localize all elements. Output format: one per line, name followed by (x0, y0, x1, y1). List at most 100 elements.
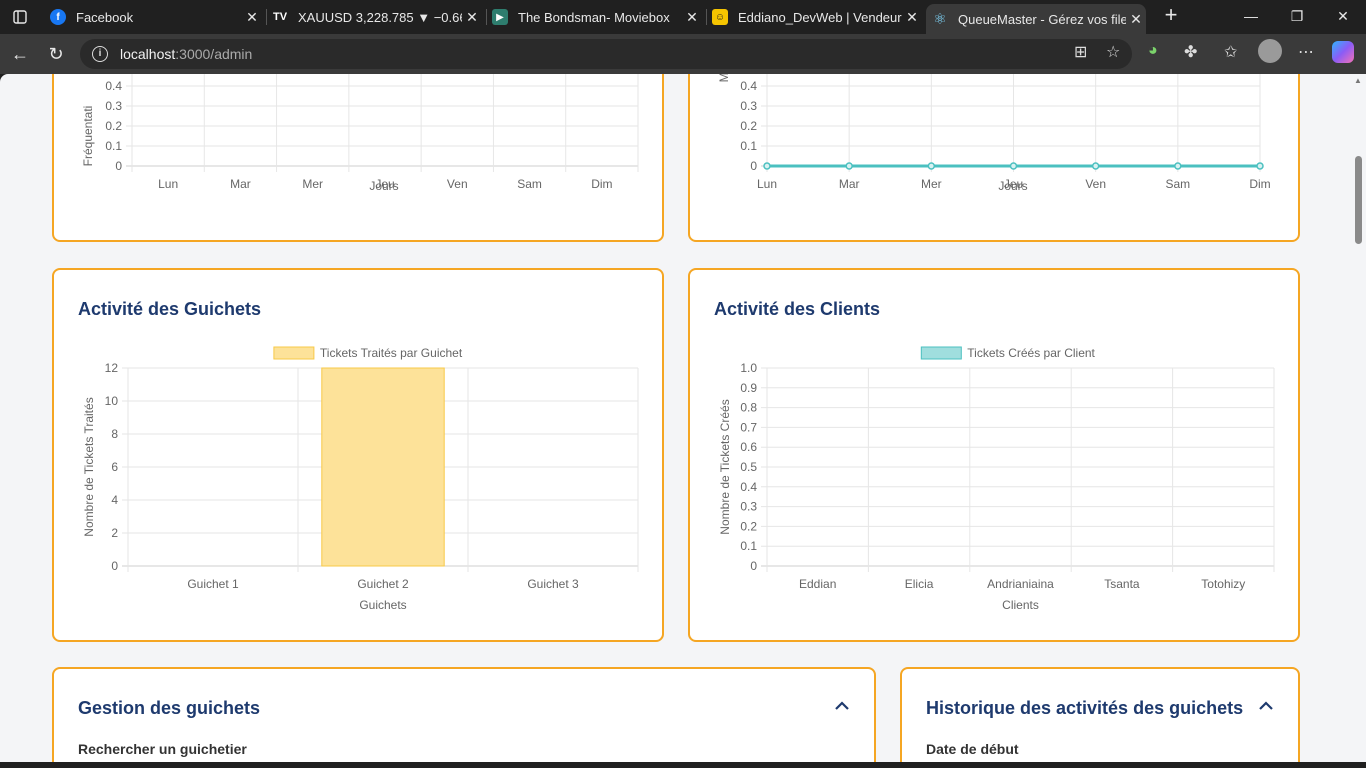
y-tick-label: 0.4 (105, 79, 122, 93)
x-tick-label: Andrianiaina (987, 577, 1054, 591)
new-tab-button[interactable]: + (1164, 2, 1178, 27)
card-title: Gestion des guichets (78, 698, 261, 718)
frequentation-chart-card: 0.4 0.3 0.2 0.1 0 Lun Mar Mer Jeu Ven Sam Dim Fréqu… (52, 74, 664, 242)
y-tick-label: 2 (111, 526, 118, 540)
y-tick-label: 6 (111, 460, 118, 474)
y-tick-label: 0 (750, 159, 757, 173)
close-icon[interactable]: ✕ (246, 8, 258, 25)
clients-activity-card: Activité des Clients Tickets Créés par C… (688, 268, 1300, 642)
page-scrollbar[interactable]: ▲ (1350, 74, 1366, 762)
tab-moviebox[interactable]: ▶ The Bondsman- Moviebox ✕ (492, 0, 702, 34)
more-menu-icon[interactable]: ⋯ (1298, 44, 1314, 61)
window-close-button[interactable]: ✕ (1337, 8, 1349, 24)
minutes-chart-card: 0.4 0.3 0.2 0.1 0 Lun Mar Mer Jeu Ven Sam Dim Mi Jo… (688, 74, 1300, 242)
moviebox-icon: ▶ (492, 9, 508, 25)
x-tick-label: Jeu (375, 177, 394, 191)
y-tick-label: 0 (111, 559, 118, 573)
tab-fiverr[interactable]: ☺ Eddiano_DevWeb | Vendeur su ✕ (712, 0, 922, 34)
data-point (1091, 162, 1100, 170)
frequentation-chart: 0.4 0.3 0.2 0.1 0 Lun Mar Mer Jeu Ven Sam Dim Fréqu… (81, 74, 639, 193)
maximize-button[interactable]: ❐ (1290, 8, 1304, 24)
app-available-icon[interactable]: ⊞ (1074, 44, 1088, 61)
tab-actions-icon[interactable] (0, 0, 40, 34)
y-tick-label: 0.1 (105, 139, 122, 153)
x-axis-label: Clients (1002, 598, 1039, 612)
y-tick-label: 0.2 (740, 119, 757, 133)
legend-swatch (920, 346, 962, 360)
data-point (845, 162, 853, 170)
favorite-star-icon[interactable]: ☆ (1106, 44, 1121, 61)
guichets-activity-card: Activité des Guichets Tickets Traités pa… (52, 268, 664, 642)
x-axis-label: Jours (369, 179, 398, 193)
close-icon[interactable]: ✕ (686, 8, 698, 25)
legend-swatch (273, 346, 315, 360)
tab-xauusd[interactable]: TV XAUUSD 3,228.785 ▼ −0.66% ✕ (272, 0, 482, 34)
tab-title: Facebook (76, 9, 134, 25)
clients-chart: Tickets Créés par Client 1.0 0.9 0.8 0.7 0.6 0… (718, 346, 1275, 612)
x-tick-label: Elicia (905, 577, 934, 591)
y-tick-label: 0.1 (740, 539, 757, 553)
close-icon[interactable]: ✕ (906, 8, 918, 25)
back-arrow-icon[interactable]: ← (11, 44, 29, 64)
scrollbar-thumb[interactable] (1355, 156, 1362, 244)
react-icon: ⚛ (933, 11, 947, 28)
y-axis-label: Nombre de Tickets Traités (82, 397, 96, 536)
tab-queuemaster[interactable]: ⚛ QueueMaster - Gérez vos files ✕ (926, 4, 1146, 34)
y-tick-label: 0.9 (740, 381, 757, 395)
extension-colors-icon[interactable]: ◕ (1148, 42, 1158, 59)
card-title: Activité des Guichets (78, 299, 262, 319)
reload-icon[interactable]: ↻ (48, 44, 64, 64)
fiverr-icon: ☺ (712, 9, 728, 25)
close-icon[interactable]: ✕ (466, 8, 478, 25)
x-tick-label: Mer (302, 177, 323, 191)
chevron-up-icon[interactable] (834, 700, 850, 712)
historique-card: Historique des activités des guichets Da… (900, 667, 1300, 762)
info-icon[interactable]: i (92, 46, 108, 62)
y-tick-label: 0.2 (740, 519, 757, 533)
y-tick-label: 0.4 (740, 79, 757, 93)
profile-avatar[interactable] (1258, 39, 1282, 63)
browser-toolbar: ← ↻ i localhost:3000/admin ⊞ ☆ ◕ ✤ ✩ ⋯ (0, 34, 1366, 74)
y-tick-label: 0.3 (740, 99, 757, 113)
extensions-puzzle-icon[interactable]: ✤ (1184, 44, 1198, 61)
x-tick-label: Ven (1085, 177, 1106, 191)
y-tick-label: 0.3 (740, 500, 757, 514)
scroll-up-icon[interactable]: ▲ (1354, 76, 1362, 85)
minimize-button[interactable]: — (1244, 8, 1258, 24)
y-tick-label: 0.8 (740, 401, 757, 415)
y-tick-label: 0.5 (740, 460, 757, 474)
tradingview-icon: TV (272, 9, 288, 25)
start-date-label: Date de début (926, 741, 1019, 757)
close-icon[interactable]: ✕ (1130, 10, 1142, 27)
address-bar[interactable]: i localhost:3000/admin (80, 39, 1132, 69)
favorites-icon[interactable]: ✩ (1224, 44, 1238, 61)
copilot-icon[interactable] (1332, 41, 1354, 63)
y-tick-label: 0.2 (105, 119, 122, 133)
y-axis-label: Fréquentati (81, 106, 95, 167)
y-tick-label: 0.4 (740, 480, 757, 494)
legend-label: Tickets Traités par Guichet (320, 346, 463, 360)
legend-label: Tickets Créés par Client (967, 346, 1095, 360)
page-content: 0.4 0.3 0.2 0.1 0 Lun Mar Mer Jeu Ven Sam Dim Fréqu… (0, 74, 1366, 762)
address-path: :3000/admin (175, 46, 253, 62)
tab-title: The Bondsman- Moviebox (518, 9, 670, 25)
gestion-guichets-card: Gestion des guichets Rechercher un guich… (52, 667, 876, 762)
x-tick-label: Lun (757, 177, 777, 191)
y-tick-label: 0 (750, 559, 757, 573)
y-tick-label: 1.0 (740, 361, 757, 375)
data-point (763, 162, 771, 170)
x-tick-label: Dim (1249, 177, 1270, 191)
x-tick-label: Dim (591, 177, 612, 191)
chevron-up-icon[interactable] (1258, 700, 1274, 712)
y-tick-label: 0.3 (105, 99, 122, 113)
y-axis-label: Mi (717, 74, 731, 82)
tab-facebook[interactable]: f Facebook ✕ (50, 0, 262, 34)
data-point (1009, 162, 1018, 170)
x-tick-label: Guichet 2 (357, 577, 409, 591)
y-tick-label: 8 (111, 427, 118, 441)
data-point (927, 162, 936, 170)
y-tick-label: 0.6 (740, 440, 757, 454)
x-tick-label: Ven (447, 177, 468, 191)
x-tick-label: Tsanta (1104, 577, 1140, 591)
y-tick-label: 0.7 (740, 420, 757, 434)
